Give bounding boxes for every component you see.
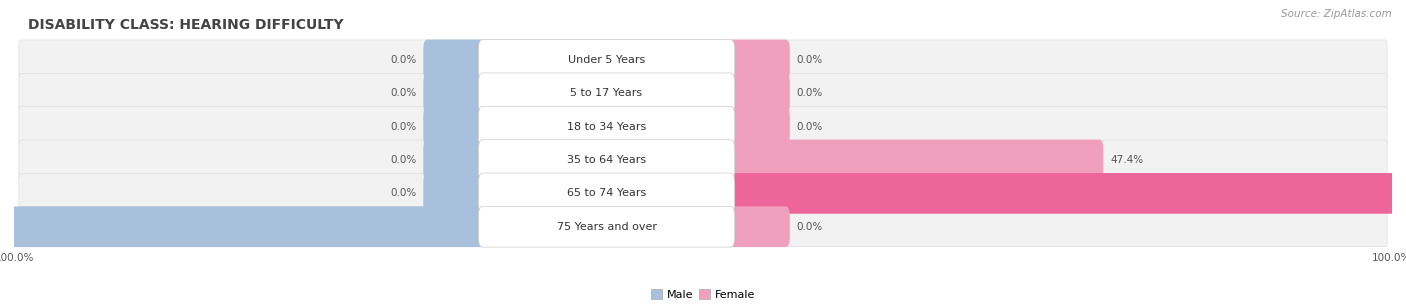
Text: 0.0%: 0.0% xyxy=(797,55,823,65)
FancyBboxPatch shape xyxy=(423,106,486,147)
FancyBboxPatch shape xyxy=(478,40,735,80)
Text: 5 to 17 Years: 5 to 17 Years xyxy=(571,88,643,98)
FancyBboxPatch shape xyxy=(423,40,486,80)
Text: 65 to 74 Years: 65 to 74 Years xyxy=(567,188,647,198)
FancyBboxPatch shape xyxy=(727,73,790,114)
Text: 75 Years and over: 75 Years and over xyxy=(557,222,657,232)
FancyBboxPatch shape xyxy=(0,206,486,247)
FancyBboxPatch shape xyxy=(478,73,735,114)
Text: 35 to 64 Years: 35 to 64 Years xyxy=(567,155,647,165)
Text: 0.0%: 0.0% xyxy=(797,88,823,98)
Text: DISABILITY CLASS: HEARING DIFFICULTY: DISABILITY CLASS: HEARING DIFFICULTY xyxy=(28,18,343,32)
FancyBboxPatch shape xyxy=(18,173,1388,214)
Text: 100.0%: 100.0% xyxy=(1392,188,1406,198)
FancyBboxPatch shape xyxy=(18,140,1388,180)
FancyBboxPatch shape xyxy=(478,206,735,247)
FancyBboxPatch shape xyxy=(727,140,1104,180)
Text: Under 5 Years: Under 5 Years xyxy=(568,55,645,65)
Text: 0.0%: 0.0% xyxy=(389,88,416,98)
Legend: Male, Female: Male, Female xyxy=(647,285,759,304)
Text: 0.0%: 0.0% xyxy=(389,55,416,65)
FancyBboxPatch shape xyxy=(18,40,1388,80)
FancyBboxPatch shape xyxy=(727,40,790,80)
Text: 0.0%: 0.0% xyxy=(389,188,416,198)
FancyBboxPatch shape xyxy=(18,107,1388,147)
Text: Source: ZipAtlas.com: Source: ZipAtlas.com xyxy=(1281,9,1392,19)
FancyBboxPatch shape xyxy=(727,173,1406,214)
Text: 0.0%: 0.0% xyxy=(389,122,416,132)
FancyBboxPatch shape xyxy=(478,173,735,214)
FancyBboxPatch shape xyxy=(478,140,735,180)
FancyBboxPatch shape xyxy=(18,207,1388,247)
Text: 0.0%: 0.0% xyxy=(797,222,823,232)
FancyBboxPatch shape xyxy=(727,206,790,247)
FancyBboxPatch shape xyxy=(423,73,486,114)
FancyBboxPatch shape xyxy=(423,173,486,214)
FancyBboxPatch shape xyxy=(423,140,486,180)
Text: 18 to 34 Years: 18 to 34 Years xyxy=(567,122,647,132)
FancyBboxPatch shape xyxy=(18,73,1388,113)
FancyBboxPatch shape xyxy=(478,106,735,147)
Text: 47.4%: 47.4% xyxy=(1111,155,1143,165)
Text: 0.0%: 0.0% xyxy=(389,155,416,165)
Text: 0.0%: 0.0% xyxy=(797,122,823,132)
FancyBboxPatch shape xyxy=(727,106,790,147)
